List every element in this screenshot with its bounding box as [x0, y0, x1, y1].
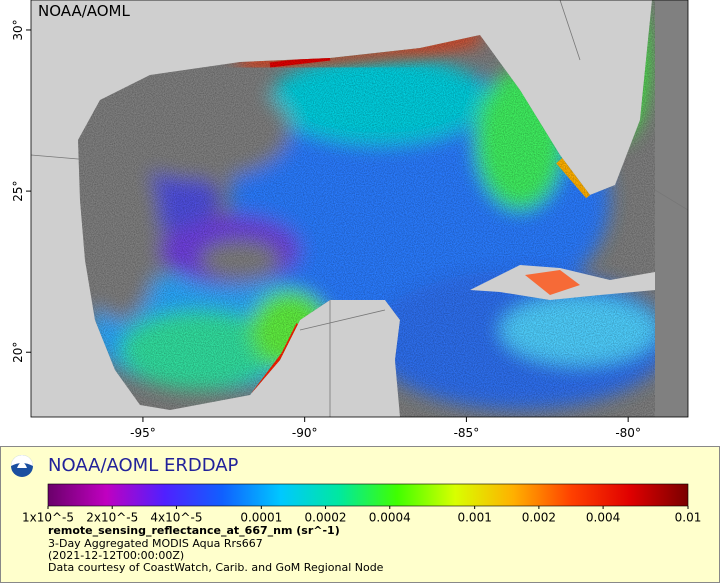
colorbar-scale	[47, 483, 689, 507]
x-tick-label: -80°	[615, 426, 641, 440]
colorbar-tick-label: 0.0001	[240, 511, 282, 525]
borders	[31, 0, 688, 417]
colorbar-tick-label: 0.01	[675, 511, 702, 525]
colorbar-tick-label: 0.004	[586, 511, 620, 525]
x-tick-label: -90°	[292, 426, 318, 440]
map-frame	[30, 0, 689, 418]
colorbar-tick-label: 0.0002	[305, 511, 347, 525]
variable-name: remote_sensing_reflectance_at_667_nm (sr…	[48, 524, 340, 537]
axes: -95° -90° -85° -80° 20° 25° 30°	[11, 19, 641, 440]
y-tick-label: 25°	[11, 180, 25, 201]
watermark: NOAA/AOML	[38, 2, 131, 20]
noaa-logo	[11, 455, 33, 477]
description-line: 3-Day Aggregated MODIS Aqua Rrs667	[48, 537, 263, 550]
colorbar-tick-label: 2x10^-5	[86, 511, 138, 525]
legend-panel	[0, 446, 720, 583]
description-line: (2021-12-12T00:00:00Z)	[48, 549, 184, 562]
x-tick-label: -95°	[130, 426, 156, 440]
legend-title: NOAA/AOML ERDDAP	[48, 455, 239, 476]
description-line: Data courtesy of CoastWatch, Carib. and …	[48, 561, 384, 574]
map-image	[31, 0, 688, 417]
coastal-high	[525, 270, 580, 295]
y-tick-label: 30°	[11, 19, 25, 40]
y-tick-label: 20°	[11, 342, 25, 363]
colorbar: 1x10^-5 2x10^-5 4x10^-5 0.0001 0.0002 0.0004 0…	[22, 483, 702, 525]
colorbar-tick-label: 0.002	[522, 511, 556, 525]
colorbar-tick-label: 0.001	[457, 511, 491, 525]
colorbar-tick-label: 4x10^-5	[150, 511, 202, 525]
colorbar-tick-label: 1x10^-5	[22, 511, 74, 525]
x-tick-label: -85°	[454, 426, 480, 440]
colorbar-tick-label: 0.0004	[369, 511, 411, 525]
